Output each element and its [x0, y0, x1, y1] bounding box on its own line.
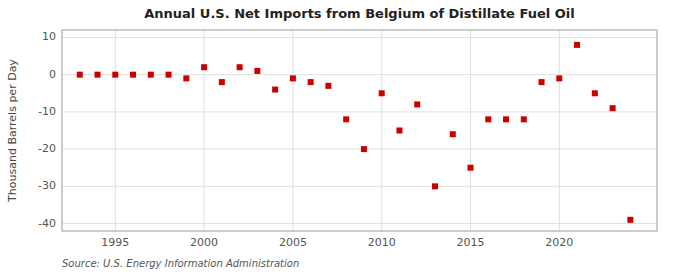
background — [0, 0, 675, 275]
point — [361, 146, 367, 152]
point — [148, 72, 154, 78]
y-tick-label: 10 — [42, 30, 56, 43]
x-tick-label: 2010 — [368, 236, 396, 249]
x-tick-label: 2015 — [457, 236, 485, 249]
point — [556, 75, 562, 81]
y-grid-line — [62, 111, 657, 112]
point — [610, 105, 616, 111]
point — [272, 87, 278, 93]
point — [343, 116, 349, 122]
point — [308, 79, 314, 85]
y-grid-line — [62, 37, 657, 38]
point — [396, 128, 402, 134]
x-tick-label: 2020 — [545, 236, 573, 249]
point — [468, 165, 474, 171]
y-tick-label: -20 — [38, 142, 56, 155]
title: Annual U.S. Net Imports from Belgium of … — [144, 6, 574, 21]
plot-frame — [62, 30, 657, 231]
point — [627, 217, 633, 223]
y-tick-label: -10 — [38, 105, 56, 118]
y-tick-label: 0 — [49, 68, 56, 81]
point — [485, 116, 491, 122]
point — [592, 90, 598, 96]
point — [521, 116, 527, 122]
point — [574, 42, 580, 48]
point — [325, 83, 331, 89]
point — [432, 183, 438, 189]
point — [254, 68, 260, 74]
y-grid-line — [62, 149, 657, 150]
grid — [62, 30, 657, 231]
source-note: Source: U.S. Energy Information Administ… — [62, 258, 299, 269]
y-grid-line — [62, 223, 657, 224]
chart-svg: -40 -30 -20 -10 0 10 1995 2000 2005 2010 2015 2020 A… — [0, 0, 675, 275]
point — [166, 72, 172, 78]
y-tick-label: -30 — [38, 179, 56, 192]
x-grid-line — [115, 30, 116, 231]
x-tick-label: 1995 — [101, 236, 129, 249]
x-grid-line — [381, 30, 382, 231]
x-grid-line — [292, 30, 293, 231]
point — [95, 72, 101, 78]
y-grid-line — [62, 186, 657, 187]
point — [219, 79, 225, 85]
y-tick-label: -40 — [38, 217, 56, 230]
point — [77, 72, 83, 78]
point — [450, 131, 456, 137]
point — [201, 64, 207, 70]
x-tick-label: 2000 — [190, 236, 218, 249]
point — [539, 79, 545, 85]
points — [77, 42, 634, 223]
y-axis-label: Thousand Barrels per Day — [6, 59, 19, 203]
point — [379, 90, 385, 96]
point — [290, 75, 296, 81]
point — [503, 116, 509, 122]
point — [183, 75, 189, 81]
point — [112, 72, 118, 78]
x-tick-label: 2005 — [279, 236, 307, 249]
point — [130, 72, 136, 78]
x-grid-line — [559, 30, 560, 231]
point — [237, 64, 243, 70]
x-grid-line — [470, 30, 471, 231]
x-grid-line — [204, 30, 205, 231]
chart-container: -40 -30 -20 -10 0 10 1995 2000 2005 2010 2015 2020 A… — [0, 0, 675, 275]
point — [414, 101, 420, 107]
